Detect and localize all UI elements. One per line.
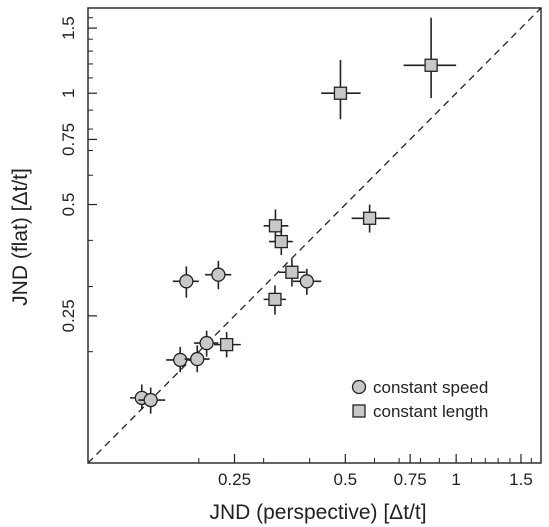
data-point-circle: [138, 387, 166, 414]
circle-marker: [299, 274, 314, 289]
legend-label-constant-speed: constant speed: [373, 378, 488, 397]
data-point-circle: [205, 260, 232, 290]
circle-marker: [199, 335, 214, 351]
data-point-square: [263, 285, 287, 315]
legend-square-marker: [352, 404, 366, 418]
square-marker: [219, 337, 234, 352]
y-tick-labels: 0.25 0.5 0.75 1 1.5: [59, 16, 78, 332]
legend: constant speed constant length: [351, 378, 488, 421]
plot-border: [87, 7, 542, 464]
data-point-circle: [172, 266, 199, 298]
data-marks: [129, 17, 457, 414]
x-tick-labels: 0.25 0.5 0.75 1 1.5: [218, 470, 533, 489]
square-marker: [268, 292, 282, 307]
legend-label-constant-length: constant length: [373, 402, 488, 421]
circle-marker: [190, 351, 205, 367]
square-marker: [268, 219, 283, 233]
data-point-square: [321, 59, 361, 120]
legend-circle-marker: [351, 379, 367, 395]
x-tick-label: 1: [451, 470, 460, 489]
x-axis-label: JND (perspective) [Δt/t]: [209, 501, 426, 524]
square-marker: [424, 58, 438, 72]
square-marker: [362, 211, 377, 225]
x-tick-label: 0.75: [394, 470, 427, 489]
y-tick-label: 0.5: [59, 193, 78, 217]
axis-ticks: [88, 7, 542, 463]
circle-marker: [211, 267, 226, 282]
y-tick-label: 1.5: [59, 16, 78, 40]
circle-marker: [179, 274, 194, 289]
data-point-square: [351, 204, 390, 233]
plot-area: [87, 7, 542, 464]
y-tick-label: 1: [59, 88, 78, 97]
y-tick-label: 0.25: [59, 299, 78, 332]
square-marker: [274, 234, 288, 249]
y-axis-label: JND (flat) [Δt/t]: [9, 168, 32, 306]
x-tick-label: 0.25: [218, 470, 251, 489]
square-marker: [333, 86, 348, 100]
data-point-circle: [193, 330, 219, 357]
data-point-square: [214, 332, 241, 358]
circle-marker: [173, 352, 188, 368]
data-point-square: [268, 228, 293, 256]
square-marker: [285, 265, 299, 279]
data-point-circle: [292, 268, 322, 295]
circle-marker: [143, 392, 158, 408]
data-point-circle: [166, 346, 194, 373]
data-point-square: [278, 259, 306, 287]
data-point-square: [403, 17, 457, 99]
data-point-circle: [184, 345, 210, 373]
y-tick-label: 0.75: [59, 123, 78, 156]
x-tick-label: 1.5: [509, 470, 533, 489]
x-tick-label: 0.5: [334, 470, 358, 489]
